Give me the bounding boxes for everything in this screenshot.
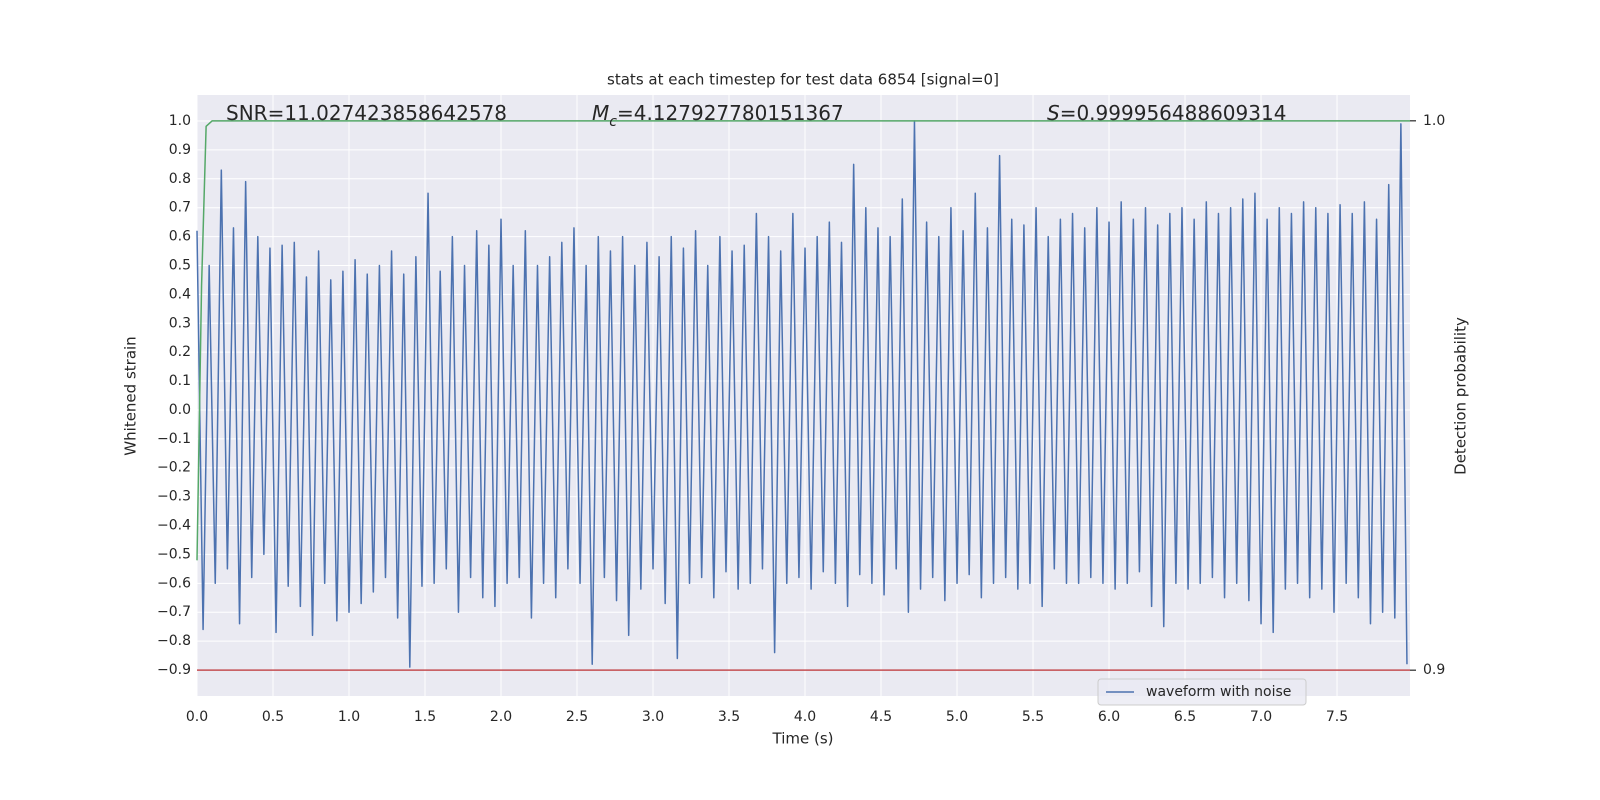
legend-label: waveform with noise xyxy=(1146,684,1291,700)
annotation-text: =0.999956488609314 xyxy=(1060,101,1287,125)
y-tick-label: −0.8 xyxy=(157,633,191,649)
x-tick-label: 6.5 xyxy=(1174,709,1196,725)
y-tick-label: −0.7 xyxy=(157,604,191,620)
annotation-text: =11.027423858642578 xyxy=(268,101,507,125)
annotation-symbol: SNR xyxy=(226,101,268,125)
annotation-subscript: c xyxy=(609,114,617,130)
y-tick-label: −0.6 xyxy=(157,575,191,591)
y-axis-label: Whitened strain xyxy=(122,336,140,455)
y2-tick-label: 0.9 xyxy=(1423,662,1445,678)
y-tick-label: 1.0 xyxy=(169,113,191,129)
chart-title: stats at each timestep for test data 685… xyxy=(607,71,999,89)
y-tick-label: −0.2 xyxy=(157,460,191,476)
x-axis-label: Time (s) xyxy=(772,730,834,748)
y-tick-label: 0.5 xyxy=(169,257,191,273)
y2-tick-label: 1.0 xyxy=(1423,113,1445,129)
plot-area xyxy=(197,95,1410,696)
annotation-symbol: S xyxy=(1047,101,1060,125)
y-tick-label: −0.3 xyxy=(157,489,191,505)
x-tick-label: 1.5 xyxy=(414,709,436,725)
annotation: SNR=11.027423858642578 xyxy=(226,101,507,125)
y-tick-label: 0.0 xyxy=(169,402,191,418)
y-tick-label: 0.4 xyxy=(169,286,191,302)
x-tick-label: 5.0 xyxy=(946,709,968,725)
series-line xyxy=(196,120,1408,668)
y-tick-label: −0.1 xyxy=(157,431,191,447)
y-tick-label: 0.2 xyxy=(169,344,191,360)
y-tick-label: −0.4 xyxy=(157,518,191,534)
x-tick-label: 7.5 xyxy=(1326,709,1348,725)
series-line xyxy=(196,120,1410,561)
y-tick-label: 0.9 xyxy=(169,142,191,158)
annotation: Mc=4.127927780151367 xyxy=(592,101,844,131)
x-tick-label: 2.5 xyxy=(566,709,588,725)
lines xyxy=(196,120,1410,671)
y-tick-label: 0.7 xyxy=(169,200,191,216)
x-tick-label: 1.0 xyxy=(338,709,360,725)
x-tick-label: 4.5 xyxy=(870,709,892,725)
annotation-text: =4.127927780151367 xyxy=(617,101,844,125)
x-tick-label: 5.5 xyxy=(1022,709,1044,725)
x-tick-label: 3.0 xyxy=(642,709,664,725)
x-tick-label: 4.0 xyxy=(794,709,816,725)
y-tick-label: 0.1 xyxy=(169,373,191,389)
legend-box xyxy=(1097,678,1307,706)
y-tick-label: −0.9 xyxy=(157,662,191,678)
x-tick-label: 7.0 xyxy=(1250,709,1272,725)
annotation-symbol: M xyxy=(592,101,609,125)
x-tick-label: 6.0 xyxy=(1098,709,1120,725)
y-tick-label: −0.5 xyxy=(157,546,191,562)
y-tick-label: 0.3 xyxy=(169,315,191,331)
y2-axis-label: Detection probability xyxy=(1452,317,1470,475)
y-tick-label: 0.8 xyxy=(169,171,191,187)
x-tick-label: 2.0 xyxy=(490,709,512,725)
x-tick-label: 3.5 xyxy=(718,709,740,725)
annotation: S=0.999956488609314 xyxy=(1047,101,1286,125)
x-tick-label: 0.5 xyxy=(262,709,284,725)
y-tick-label: 0.6 xyxy=(169,229,191,245)
x-tick-label: 0.0 xyxy=(186,709,208,725)
